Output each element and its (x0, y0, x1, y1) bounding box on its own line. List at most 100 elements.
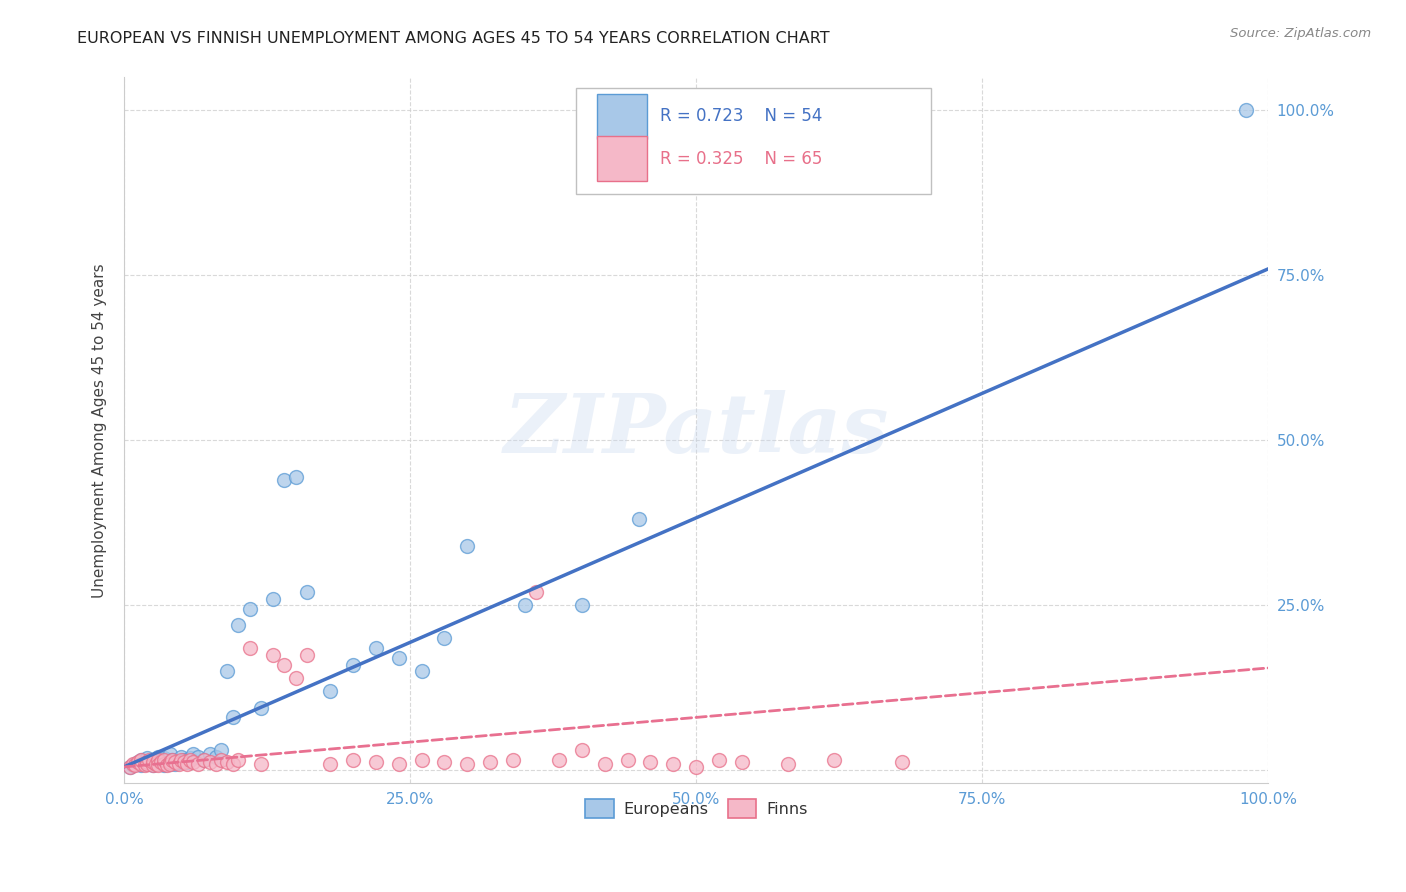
Point (295, 585, 318, 599)
Point (513, 599, 536, 613)
Point (707, 753, 730, 767)
Point (148, 750, 170, 764)
Point (134, 756, 156, 771)
Point (165, 756, 187, 770)
Point (159, 747, 181, 761)
Point (502, 753, 524, 767)
Point (479, 756, 502, 770)
Point (153, 753, 176, 767)
Point (1234, 103, 1257, 118)
Point (284, 469, 307, 483)
Point (160, 753, 183, 767)
Point (153, 758, 176, 772)
Point (593, 756, 616, 771)
Point (411, 753, 433, 767)
Point (204, 756, 226, 771)
Point (571, 599, 593, 613)
Point (215, 756, 238, 770)
Point (135, 756, 157, 771)
Point (148, 756, 170, 771)
Point (173, 756, 195, 770)
Point (135, 756, 157, 770)
Point (228, 618, 250, 632)
Point (170, 750, 193, 764)
Point (153, 756, 176, 771)
Point (118, 760, 141, 774)
Point (204, 750, 226, 764)
Point (342, 753, 364, 767)
Point (181, 756, 204, 770)
Point (159, 756, 181, 771)
Point (122, 756, 145, 771)
Point (149, 756, 172, 770)
Point (142, 758, 165, 772)
Point (167, 756, 190, 771)
Text: EUROPEAN VS FINNISH UNEMPLOYMENT AMONG AGES 45 TO 54 YEARS CORRELATION CHART: EUROPEAN VS FINNISH UNEMPLOYMENT AMONG A… (77, 31, 830, 46)
Point (215, 664, 238, 678)
Point (145, 756, 167, 771)
Point (145, 756, 167, 770)
Point (165, 756, 187, 771)
Text: Source: ZipAtlas.com: Source: ZipAtlas.com (1230, 27, 1371, 40)
Point (176, 756, 198, 771)
FancyBboxPatch shape (596, 136, 647, 181)
Point (170, 753, 193, 767)
Point (616, 753, 638, 767)
Point (319, 684, 342, 698)
Point (228, 753, 250, 767)
Point (411, 664, 433, 678)
Point (198, 756, 221, 770)
Point (823, 753, 845, 767)
Point (891, 756, 914, 770)
Point (250, 700, 273, 714)
Point (138, 753, 160, 767)
Point (662, 756, 685, 771)
Point (129, 753, 152, 767)
FancyBboxPatch shape (596, 94, 647, 139)
Point (181, 747, 204, 761)
Point (640, 756, 662, 770)
Text: R = 0.723    N = 54: R = 0.723 N = 54 (659, 107, 823, 125)
Point (122, 758, 145, 772)
Point (364, 756, 387, 770)
Legend: Europeans, Finns: Europeans, Finns (579, 793, 814, 825)
Point (239, 601, 262, 615)
Point (364, 641, 387, 656)
Point (129, 753, 152, 767)
Point (198, 747, 221, 761)
Point (138, 756, 160, 771)
Point (273, 657, 295, 672)
Point (388, 651, 411, 665)
Point (222, 756, 245, 771)
Point (250, 756, 273, 771)
Point (142, 753, 165, 767)
Point (776, 756, 799, 771)
Point (129, 758, 152, 772)
Point (209, 753, 232, 767)
Point (731, 756, 754, 770)
Point (148, 753, 170, 767)
Point (262, 591, 284, 606)
Point (149, 753, 172, 767)
Point (124, 758, 146, 772)
Point (685, 760, 707, 774)
Point (187, 756, 209, 771)
Y-axis label: Unemployment Among Ages 45 to 54 years: Unemployment Among Ages 45 to 54 years (93, 263, 107, 598)
Point (134, 758, 156, 772)
Point (127, 756, 149, 770)
Point (167, 756, 190, 770)
Point (156, 758, 179, 772)
Point (156, 756, 179, 770)
Point (456, 539, 478, 553)
Point (222, 710, 245, 724)
Point (571, 743, 593, 757)
Point (239, 641, 262, 656)
Point (176, 756, 198, 770)
Point (153, 751, 176, 765)
Text: R = 0.325    N = 65: R = 0.325 N = 65 (659, 150, 823, 168)
Point (124, 756, 146, 771)
Point (187, 750, 209, 764)
Point (433, 632, 456, 646)
Point (160, 753, 183, 767)
Point (388, 756, 411, 771)
